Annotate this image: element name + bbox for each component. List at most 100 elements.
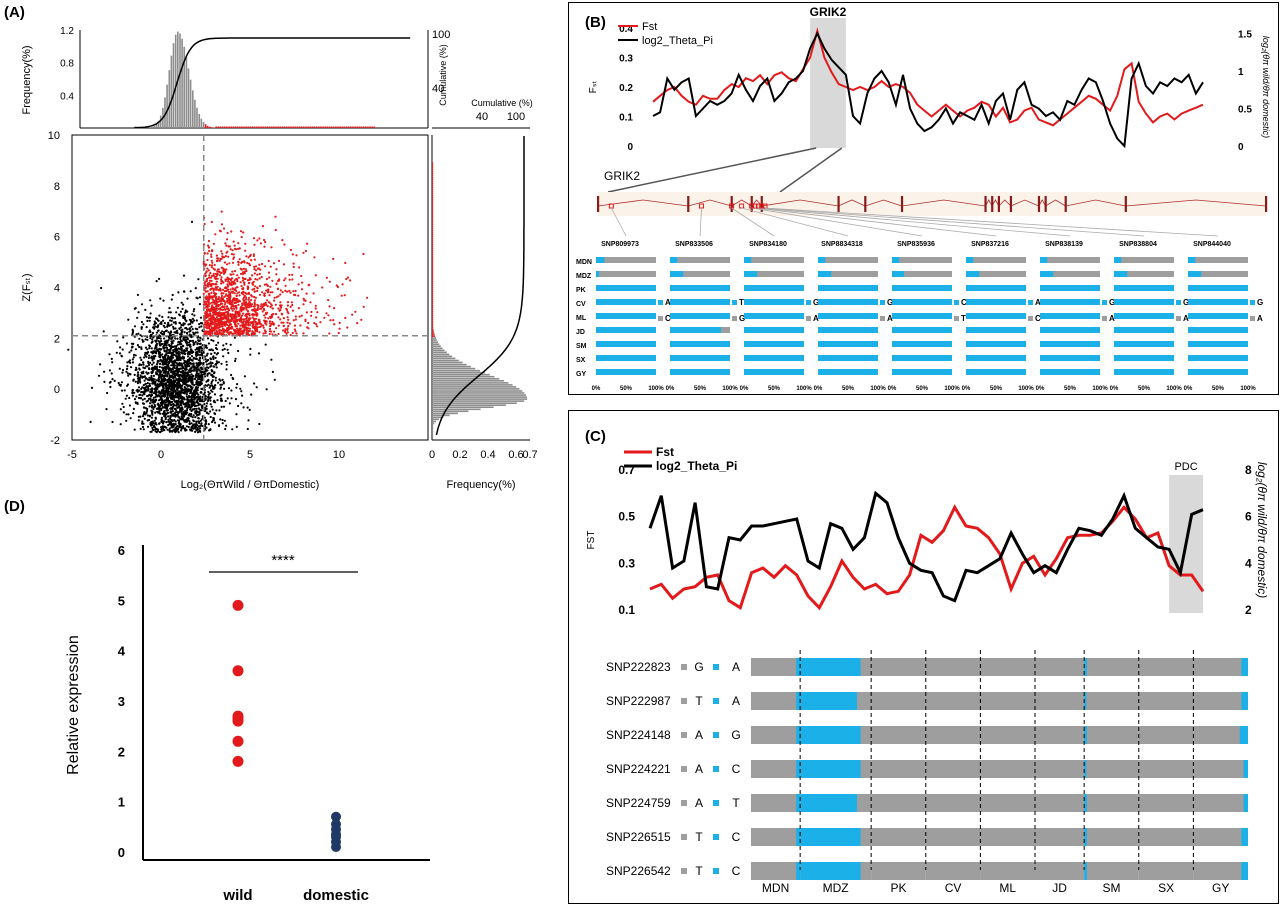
scatter-point-selected <box>223 261 227 264</box>
y2-axis-label: log₂(θπ wild/θπ domestic) <box>1255 462 1269 598</box>
scatter-point-background <box>190 373 193 376</box>
scatter-point-selected <box>362 305 365 308</box>
scatter-point-background <box>193 398 196 401</box>
scatter-point-selected <box>267 288 270 291</box>
scatter-point-selected <box>204 332 207 335</box>
top-hist-bar <box>164 97 166 128</box>
allele-bar-blue <box>1084 692 1087 710</box>
scatter-point-background <box>214 384 217 387</box>
scatter-point-selected <box>216 300 219 304</box>
scatter-point-background <box>192 331 195 334</box>
allele-label: G <box>813 298 819 307</box>
scatter-point-selected <box>235 325 238 328</box>
scatter-point-background <box>166 325 169 328</box>
panel-label-c: (C) <box>585 428 606 445</box>
scatter-point-background <box>214 356 217 359</box>
scatter-point-background <box>170 389 173 392</box>
scatter-point-background <box>176 428 179 431</box>
scatter-point-background <box>108 353 111 356</box>
top-hist-bar <box>221 126 224 128</box>
scatter-point-background <box>198 356 201 360</box>
snp-marker <box>608 203 614 209</box>
freq-bar-blue <box>966 355 1026 361</box>
scatter-point-background <box>219 418 222 421</box>
right-hist-bar <box>432 416 444 419</box>
right-hist-bar <box>432 319 434 321</box>
scatter-point-background <box>166 394 169 397</box>
scatter-point-background <box>141 425 145 429</box>
scatter-point-selected <box>213 309 216 312</box>
scatter-point-background <box>225 424 228 427</box>
scatter-point-background <box>138 389 141 392</box>
scatter-point-background <box>204 345 207 348</box>
scatter-point-selected <box>286 328 289 331</box>
scatter-point-background <box>150 368 153 371</box>
snp-pointer <box>611 207 627 237</box>
legend-label: Fst <box>642 21 657 33</box>
scatter-point-background <box>213 421 217 424</box>
scatter-point-background <box>161 332 164 336</box>
scatter-point-selected <box>284 331 287 334</box>
allele-swatch-gray <box>1102 316 1107 321</box>
right-hist-bar <box>432 247 434 250</box>
scatter-point-selected <box>266 299 269 302</box>
allele-bar-gray <box>1138 794 1194 812</box>
scatter-point-background <box>146 389 149 392</box>
top-hist-bar <box>219 126 222 128</box>
scatter-point-background <box>140 371 143 374</box>
right-hist-bar <box>432 314 434 317</box>
scatter-point-background <box>150 393 154 397</box>
scatter-point-background <box>160 416 163 419</box>
scatter-point-selected <box>269 265 272 268</box>
scatter-point-background <box>159 412 162 415</box>
scatter-point-background <box>187 355 190 358</box>
scatter-point-selected <box>258 285 262 288</box>
scatter-point-background <box>177 380 180 383</box>
scatter-point-background <box>154 386 157 390</box>
allele-bar-gray <box>1193 862 1248 880</box>
scatter-point-background <box>200 367 203 371</box>
scatter-point-background <box>119 423 122 426</box>
scatter-point-background <box>198 411 201 414</box>
scatter-point-background <box>135 333 138 336</box>
scatter-point-selected <box>253 301 256 304</box>
y-tick-label: -2 <box>50 435 60 447</box>
top-hist-bar <box>200 118 203 128</box>
scatter-point-background <box>195 407 198 410</box>
allele-swatch-blue <box>806 300 811 305</box>
scatter-point-selected <box>244 249 247 252</box>
scatter-point-background <box>155 339 158 342</box>
scatter-point-background <box>185 332 189 335</box>
scatter-point-selected <box>238 334 242 337</box>
scatter-point-background <box>197 393 200 396</box>
scatter-point-background <box>134 354 137 357</box>
scatter-point-background <box>185 377 188 380</box>
scatter-point-selected <box>248 306 251 309</box>
scatter-point-selected <box>226 331 229 334</box>
scatter-point-background <box>173 389 176 392</box>
scatter-point-selected <box>252 331 255 334</box>
scatter-point-selected <box>285 308 289 311</box>
scatter-point-selected <box>226 280 230 283</box>
scatter-point-background <box>149 361 152 364</box>
scatter-point-background <box>176 406 179 409</box>
scatter-point-background <box>185 342 188 345</box>
scatter-point-background <box>137 419 140 422</box>
scatter-point-background <box>216 352 219 355</box>
right-hist-bar <box>432 170 434 173</box>
scatter-point-background <box>151 426 154 430</box>
scatter-point-selected <box>275 268 278 271</box>
snp-pointer <box>751 207 923 237</box>
scatter-point-background <box>111 420 114 424</box>
scatter-point-background <box>182 392 186 395</box>
top-hist-bar <box>209 126 211 128</box>
scatter-point-background <box>168 401 171 404</box>
scatter-point-selected <box>204 321 207 324</box>
scatter-point-background <box>196 400 199 404</box>
scatter-point-selected <box>212 289 215 292</box>
scatter-point-selected <box>212 329 216 332</box>
scatter-point-selected <box>301 281 304 284</box>
scatter-point-background <box>144 377 147 380</box>
scatter-point-selected <box>286 331 289 334</box>
